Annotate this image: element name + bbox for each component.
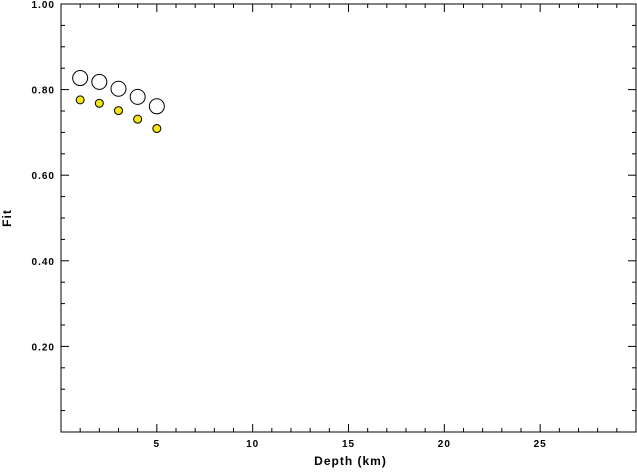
y-tick-label: 1.00 [32, 0, 55, 11]
x-tick-label: 20 [438, 439, 451, 450]
x-tick-label: 25 [534, 439, 547, 450]
open-circle-point [91, 73, 108, 90]
x-tick-label: 10 [246, 439, 259, 450]
y-tick-label: 0.80 [32, 86, 55, 97]
plot-frame [60, 3, 637, 433]
open-circle-point [72, 70, 89, 87]
filled-circle-point [152, 124, 162, 134]
x-axis: 5 10 15 20 25 [79, 4, 618, 450]
x-tick-label: 5 [154, 439, 161, 450]
y-tick-label: 0.60 [32, 171, 55, 182]
y-axis-title: Fit [0, 209, 14, 227]
filled-circle-point [133, 114, 143, 124]
open-circle-point [110, 80, 127, 97]
data-points [72, 70, 165, 134]
filled-circle-point [94, 98, 104, 108]
y-tick-label: 0.40 [32, 257, 55, 268]
y-axis: 0.20 0.40 0.60 0.80 1.00 [32, 0, 636, 412]
x-tick-label: 15 [342, 439, 355, 450]
filled-circle-point [75, 95, 85, 105]
y-tick-label: 0.20 [32, 342, 55, 353]
open-circle-point [148, 98, 165, 115]
open-circle-point [129, 88, 146, 105]
x-axis-title: Depth (km) [314, 454, 387, 468]
filled-circle-point [114, 106, 123, 116]
